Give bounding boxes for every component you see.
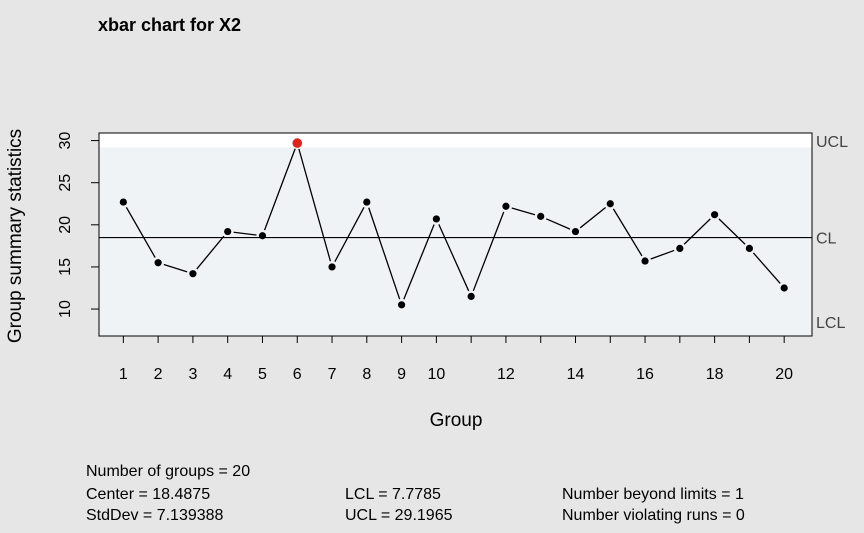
data-point xyxy=(328,263,336,271)
series-segment xyxy=(263,148,296,231)
data-point xyxy=(397,301,406,309)
data-point xyxy=(711,211,719,219)
series-segment xyxy=(752,252,781,284)
ucl-label: UCL xyxy=(816,134,848,151)
series-segment xyxy=(298,148,332,262)
stat-number-of-groups: Number of groups = 20 xyxy=(86,463,250,480)
data-point xyxy=(363,198,371,206)
x-tick-label: 3 xyxy=(188,366,197,383)
data-point xyxy=(745,244,753,252)
x-axis-label: Group xyxy=(430,410,483,431)
x-tick-label: 20 xyxy=(775,366,793,383)
y-tick-label: 20 xyxy=(57,216,74,234)
data-point xyxy=(641,257,649,265)
series-segment xyxy=(163,263,188,273)
series-segment xyxy=(334,207,365,262)
x-tick-label: 8 xyxy=(362,366,371,383)
data-point xyxy=(154,259,162,267)
series-segment xyxy=(612,208,643,257)
y-tick-label: 25 xyxy=(57,174,74,192)
x-tick-label: 4 xyxy=(223,366,232,383)
data-point xyxy=(606,200,614,208)
data-point xyxy=(224,227,232,236)
out-of-control-point xyxy=(292,138,303,148)
statistics-panel: Number of groups = 20 Center = 18.4875 S… xyxy=(86,463,745,524)
series-segment xyxy=(403,224,435,300)
x-tick-label: 7 xyxy=(328,366,337,383)
series-segment xyxy=(511,207,536,216)
above-ucl-band xyxy=(99,133,812,148)
stat-center: Center = 18.4875 xyxy=(86,486,210,503)
series-segment xyxy=(196,235,225,270)
data-point xyxy=(119,198,127,206)
series-segment xyxy=(545,218,571,230)
x-tick-label: 6 xyxy=(293,366,302,383)
y-tick-label: 30 xyxy=(57,132,74,150)
stat-violating-runs: Number violating runs = 0 xyxy=(562,507,745,524)
data-point xyxy=(537,212,545,220)
x-tick-label: 12 xyxy=(497,366,515,383)
chart-title: xbar chart for X2 xyxy=(98,15,241,35)
data-point xyxy=(432,215,440,223)
series-segment xyxy=(472,211,505,292)
x-tick-label: 16 xyxy=(636,366,654,383)
y-axis-label: Group summary statistics xyxy=(5,129,26,343)
stat-beyond-limits: Number beyond limits = 1 xyxy=(562,486,744,503)
lcl-label: LCL xyxy=(816,315,845,332)
series-segment xyxy=(718,218,746,245)
x-tick-label: 18 xyxy=(706,366,724,383)
data-point xyxy=(502,202,510,210)
data-point xyxy=(571,227,580,236)
plot-border xyxy=(98,132,813,337)
series-segment xyxy=(579,206,606,229)
x-tick-label: 2 xyxy=(154,366,163,383)
plot-background xyxy=(99,133,812,336)
series-segment xyxy=(233,231,257,236)
data-point xyxy=(189,270,197,278)
series-segment xyxy=(438,224,470,292)
data-point xyxy=(467,292,475,301)
series-segment xyxy=(650,249,675,260)
stat-ucl: UCL = 29.1965 xyxy=(345,507,453,524)
x-tick-label: 10 xyxy=(427,366,445,383)
data-point xyxy=(258,232,267,240)
series-segment xyxy=(125,206,156,258)
data-point xyxy=(676,244,684,252)
series-segment xyxy=(368,207,401,300)
x-tick-label: 5 xyxy=(258,366,267,383)
x-tick-label: 9 xyxy=(397,366,406,383)
y-tick-label: 10 xyxy=(57,300,74,318)
x-tick-label: 1 xyxy=(119,366,128,383)
stat-lcl: LCL = 7.7785 xyxy=(345,486,441,503)
data-point xyxy=(780,284,788,292)
y-tick-label: 15 xyxy=(57,258,74,276)
series-segment xyxy=(683,218,711,245)
cl-label: CL xyxy=(816,231,837,248)
x-tick-label: 14 xyxy=(567,366,585,383)
stat-stddev: StdDev = 7.139388 xyxy=(86,507,224,524)
